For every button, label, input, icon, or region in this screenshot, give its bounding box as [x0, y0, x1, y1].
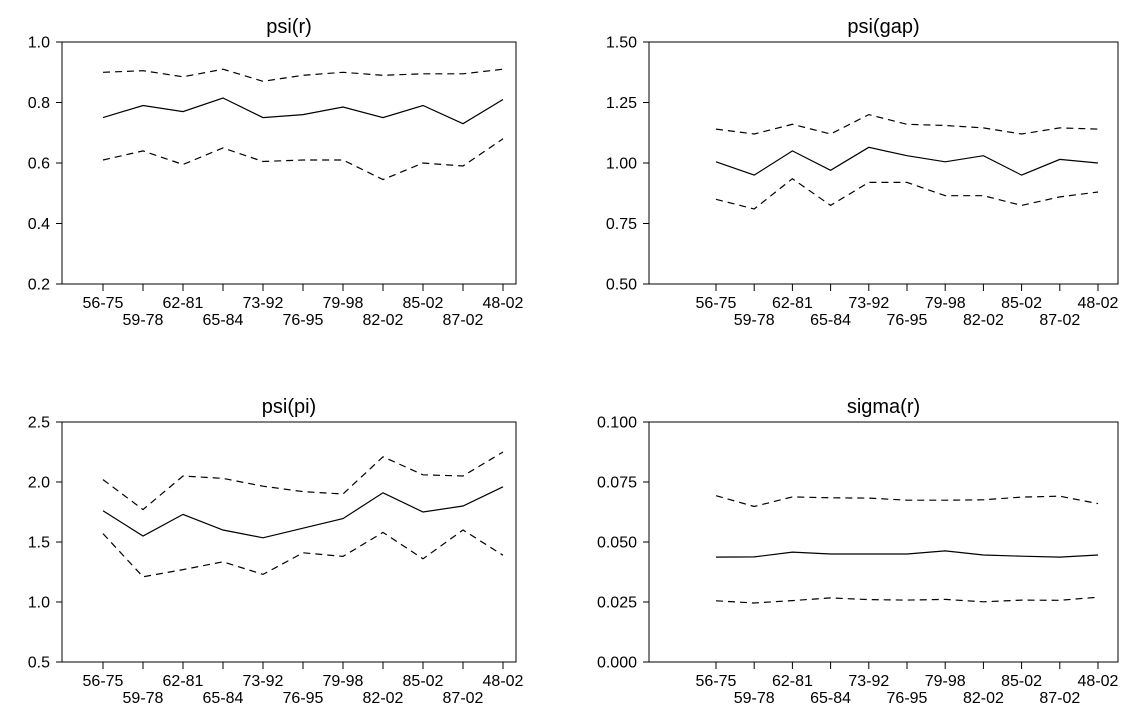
series-line-estimate [715, 550, 1099, 558]
x-tick-label: 48-02 [483, 673, 524, 690]
series-line-lower-band [715, 596, 1099, 604]
x-tick-label: 79-98 [925, 295, 966, 312]
series-line-lower-band [102, 529, 504, 578]
y-tick-label: 1.25 [606, 95, 637, 112]
panel-sigma-r: sigma(r) 0.000 0.025 0.050 0.075 0.100 56-7559… [597, 396, 1119, 707]
x-tick-label: 76-95 [887, 690, 928, 707]
x-tick-label: 76-95 [283, 312, 324, 329]
x-tick-label: 82-02 [363, 312, 404, 329]
x-tick-label: 59-78 [123, 312, 164, 329]
x-tick-label: 87-02 [443, 312, 484, 329]
y-tick-label: 2.0 [28, 475, 50, 492]
chart-title: psi(gap) [847, 16, 919, 38]
series-line-upper-band [715, 113, 1099, 135]
x-tick-label: 82-02 [963, 312, 1004, 329]
x-tick-label: 76-95 [887, 312, 928, 329]
x-tick-label: 85-02 [403, 673, 444, 690]
y-tick-label: 0.8 [28, 95, 50, 112]
series-line-upper-band [715, 495, 1099, 508]
y-tick-label: 2.5 [28, 415, 50, 432]
x-tick-label: 82-02 [363, 690, 404, 707]
y-tick-label: 1.0 [28, 595, 50, 612]
plot-frame [61, 41, 517, 285]
x-tick-label: 59-78 [123, 690, 164, 707]
series-line-upper-band [102, 68, 504, 82]
x-tick-label: 65-84 [203, 690, 244, 707]
series-line-lower-band [102, 138, 504, 181]
x-tick-label: 73-92 [848, 673, 889, 690]
panel-psi-r: psi(r) 0.2 0.4 0.6 0.8 1.0 56-7559-7862-8165-8… [28, 16, 524, 329]
x-tick-label: 79-98 [323, 295, 364, 312]
series-line-estimate [715, 146, 1099, 176]
x-tick-label: 76-95 [283, 690, 324, 707]
x-tick-label: 85-02 [403, 295, 444, 312]
x-tick-label: 56-75 [696, 673, 737, 690]
x-tick-label: 62-81 [772, 295, 813, 312]
y-tick-label: 0.2 [28, 277, 50, 294]
panel-psi-pi: psi(pi) 0.5 1.0 1.5 2.0 2.5 56-7559-7862-8165-… [28, 396, 524, 707]
series-line-upper-band [102, 451, 504, 511]
x-tick-label: 65-84 [203, 312, 244, 329]
y-tick-label: 0.4 [28, 216, 50, 233]
chart-title: psi(r) [266, 16, 312, 38]
plot-frame [61, 421, 517, 663]
x-tick-label: 65-84 [810, 312, 851, 329]
y-tick-label: 0.5 [28, 655, 50, 672]
y-tick-label: 1.5 [28, 535, 50, 552]
y-tick-label: 0.50 [606, 277, 637, 294]
x-tick-label: 62-81 [772, 673, 813, 690]
y-tick-label: 0.000 [597, 655, 637, 672]
series-line-estimate [102, 97, 504, 125]
y-tick-label: 0.025 [597, 595, 637, 612]
x-tick-label: 87-02 [443, 690, 484, 707]
x-tick-label: 48-02 [483, 295, 524, 312]
x-tick-label: 85-02 [1001, 295, 1042, 312]
chart-title: sigma(r) [847, 396, 920, 418]
x-tick-label: 56-75 [696, 295, 737, 312]
x-tick-label: 48-02 [1078, 295, 1119, 312]
y-tick-label: 1.50 [606, 35, 637, 52]
x-tick-label: 62-81 [163, 673, 204, 690]
x-tick-label: 85-02 [1001, 673, 1042, 690]
x-tick-label: 65-84 [810, 690, 851, 707]
x-tick-label: 79-98 [925, 673, 966, 690]
y-tick-label: 1.00 [606, 156, 637, 173]
x-tick-label: 62-81 [163, 295, 204, 312]
plot-frame [648, 421, 1119, 663]
x-tick-label: 87-02 [1039, 690, 1080, 707]
x-tick-label: 56-75 [83, 673, 124, 690]
y-tick-label: 0.050 [597, 535, 637, 552]
x-tick-label: 56-75 [83, 295, 124, 312]
x-tick-label: 59-78 [734, 312, 775, 329]
y-tick-label: 0.75 [606, 216, 637, 233]
chart-title: psi(pi) [262, 396, 316, 418]
x-tick-label: 79-98 [323, 673, 364, 690]
x-tick-label: 48-02 [1078, 673, 1119, 690]
x-tick-label: 73-92 [243, 673, 284, 690]
series-line-estimate [102, 486, 504, 539]
x-tick-label: 73-92 [848, 295, 889, 312]
x-tick-label: 73-92 [243, 295, 284, 312]
y-tick-label: 0.100 [597, 415, 637, 432]
y-tick-label: 0.075 [597, 475, 637, 492]
x-tick-label: 59-78 [734, 690, 775, 707]
x-tick-label: 87-02 [1039, 312, 1080, 329]
x-tick-label: 82-02 [963, 690, 1004, 707]
panel-psi-gap: psi(gap) 0.50 0.75 1.00 1.25 1.50 56-7559-7862… [606, 16, 1119, 329]
y-tick-label: 0.6 [28, 156, 50, 173]
series-line-lower-band [715, 177, 1099, 210]
y-tick-label: 1.0 [28, 35, 50, 52]
